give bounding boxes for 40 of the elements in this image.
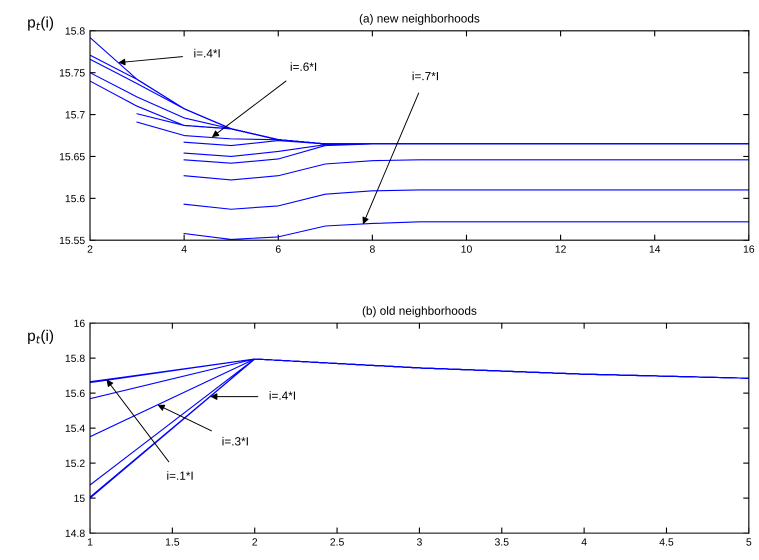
y-tick-label: 16	[74, 320, 85, 327]
y-tick-label: 15.4	[66, 424, 85, 432]
x-tick-label: 4	[581, 538, 587, 546]
x-tick-label: 2	[88, 245, 92, 253]
chart-title: (b) old neighborhoods	[362, 306, 476, 318]
annotation: i=.6*I	[290, 62, 316, 71]
y-tick-label: 15.65	[60, 152, 85, 160]
x-tick-label: 1	[88, 538, 92, 546]
x-tick-label: 6	[276, 245, 281, 253]
annotation: i=.1*I	[167, 471, 193, 480]
y-tick-label: 15.8	[66, 27, 85, 35]
x-tick-label: 1.5	[166, 538, 180, 546]
annotation: i=.7*I	[412, 72, 438, 80]
x-tick-label: 10	[461, 245, 472, 253]
x-tick-label: 5	[746, 538, 752, 546]
x-tick-label: 16	[744, 245, 754, 253]
chart-title: (a) new neighborhoods	[360, 14, 480, 25]
y-tick-label: 15.7	[66, 111, 85, 118]
y-tick-label: 15.8	[66, 354, 85, 362]
y-axis-title: p$_{t}$(i)	[28, 16, 54, 31]
x-tick-label: 3	[416, 538, 422, 546]
x-tick-label: 4.5	[659, 538, 674, 546]
x-tick-label: 2.5	[330, 538, 344, 546]
x-tick-label: 14	[650, 245, 660, 253]
y-tick-label: 14.8	[66, 530, 85, 537]
annotation: i=.4*I	[270, 391, 295, 400]
y-tick-label: 15.55	[60, 236, 85, 244]
y-tick-label: 15	[74, 494, 85, 502]
x-tick-label: 3.5	[494, 538, 509, 546]
annotation: i=.4*I	[194, 48, 220, 58]
x-tick-label: 4	[181, 245, 187, 253]
x-tick-label: 8	[370, 245, 375, 253]
x-tick-label: 12	[556, 245, 566, 253]
y-tick-label: 15.2	[66, 460, 85, 467]
y-tick-label: 15.6	[66, 194, 85, 202]
annotation: i=.3*I	[222, 436, 248, 446]
x-tick-label: 2	[252, 538, 258, 546]
y-tick-label: 15.75	[60, 69, 85, 77]
y-tick-label: 15.6	[66, 390, 85, 397]
y-axis-title: p$_{t}$(i)	[28, 330, 54, 344]
